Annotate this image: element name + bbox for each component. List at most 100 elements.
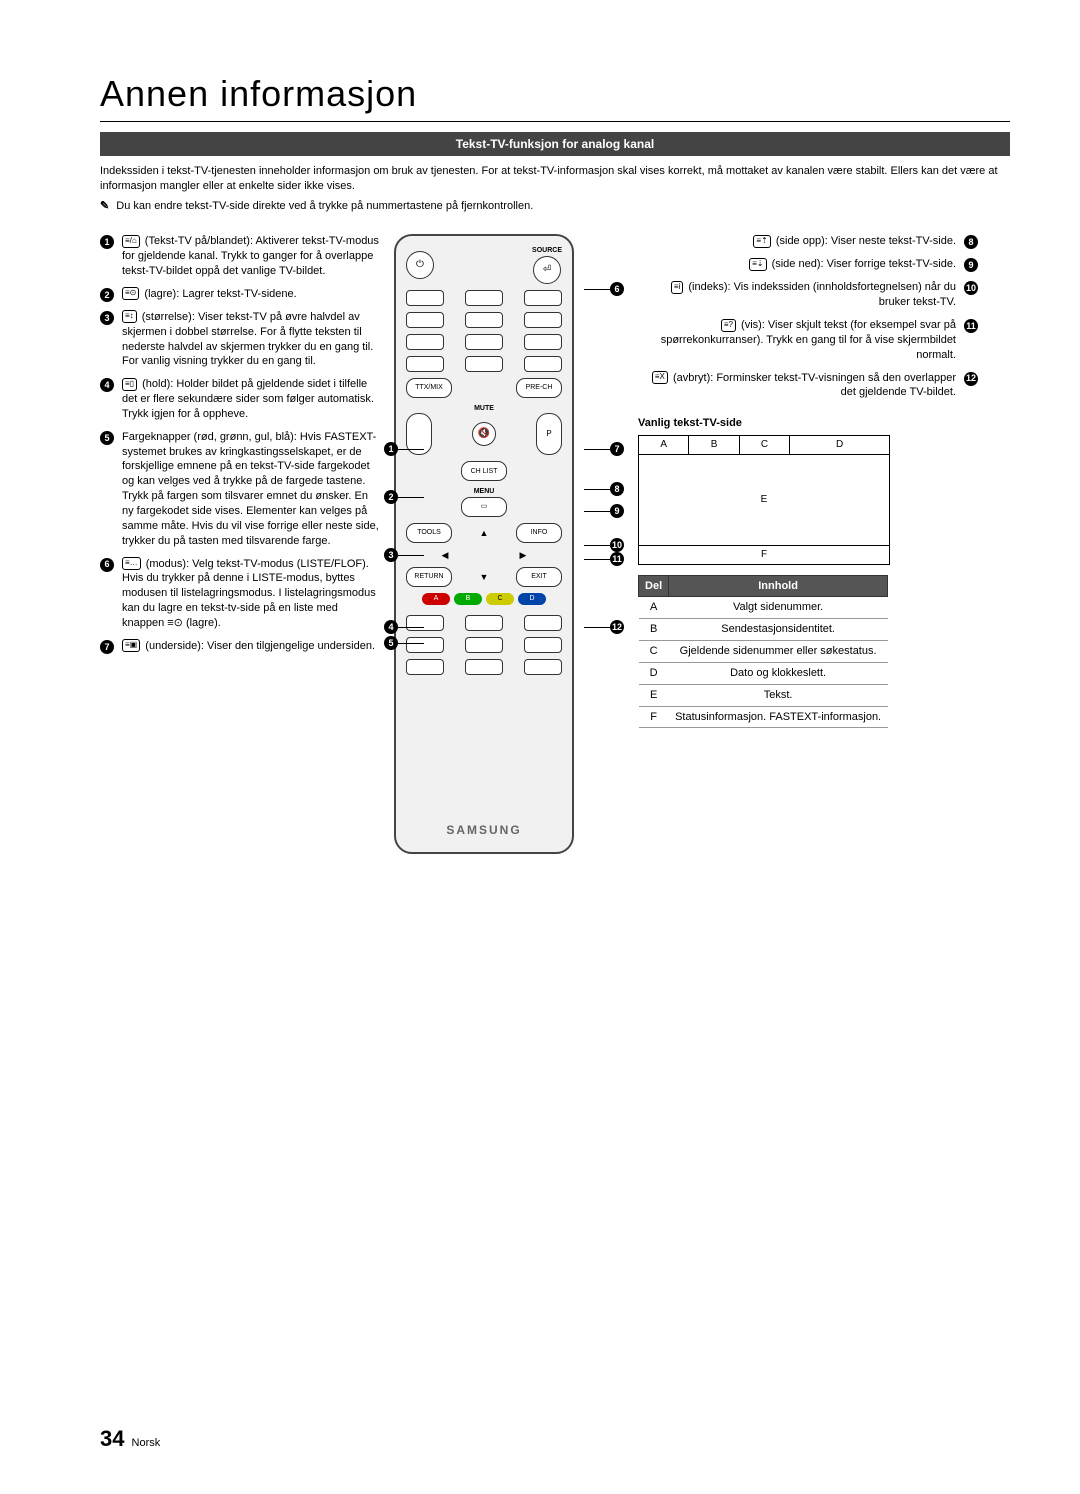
cell-value: Gjeldende sidenummer eller søkestatus. [669,641,888,663]
item-number: 4 [100,378,114,392]
key-glyph: ≡▯ [122,378,137,391]
callout-dot: 8 [610,482,624,496]
cell-value: Tekst. [669,684,888,706]
num-button [406,312,444,328]
key-glyph: ≡⇡ [753,235,770,248]
item-text: Fargeknapper (rød, grønn, gul, blå): Hvi… [122,430,380,549]
extra-button [465,637,503,653]
callout-line [398,627,424,628]
callout-marker: 11 [584,552,624,566]
cell-value: Dato og klokkeslett. [669,662,888,684]
callout-marker: 9 [584,504,624,518]
callout-dot: 6 [610,282,624,296]
num-button [406,290,444,306]
item-text: ≡⊙ (lagre): Lagrer tekst-TV-sidene. [122,287,380,302]
num-button [465,356,503,372]
green-button: B [454,593,482,605]
num-button [524,334,562,350]
item-number: 11 [964,319,978,333]
item-text: ≡⇡ (side opp): Viser neste tekst-TV-side… [638,234,956,249]
teletext-diagram: A B C D E F [638,435,890,565]
list-item: ≡? (vis): Viser skjult tekst (for eksemp… [638,318,978,363]
page-title: Annen informasjon [100,70,1010,122]
callout-dot: 4 [384,620,398,634]
section-heading: Tekst-TV-funksjon for analog kanal [100,132,1010,156]
callout-dot: 10 [610,538,624,552]
item-number: 3 [100,311,114,325]
key-glyph: ≡⇣ [749,258,766,271]
cell-key: B [639,619,669,641]
note-line: ✎ Du kan endre tekst-TV-side direkte ved… [100,199,1010,214]
callout-marker: 4 [384,620,424,634]
cell-value: Valgt sidenummer. [669,597,888,619]
list-item: 7 ≡▣ (underside): Viser den tilgjengelig… [100,639,380,654]
table-row: BSendestasjonsidentitet. [639,619,888,641]
cell-key: C [639,641,669,663]
page-lang: Norsk [132,1437,161,1449]
left-column: 1 ≡/⌂ (Tekst-TV på/blandet): Aktiverer t… [100,234,380,661]
table-row: CGjeldende sidenummer eller søkestatus. [639,641,888,663]
callout-dot: 2 [384,490,398,504]
page-footer: 34 Norsk [100,1424,160,1454]
teletext-heading: Vanlig tekst-TV-side [638,416,978,431]
item-number: 2 [100,288,114,302]
menu-button: ▭ [461,497,507,517]
blue-button: D [518,593,546,605]
tools-button: TOOLS [406,523,452,543]
cell-key: E [639,684,669,706]
brand-label: SAMSUNG [396,822,572,838]
tt-cell-b: B [689,436,739,454]
callout-marker: 7 [584,442,624,456]
callout-line [398,449,424,450]
key-glyph: ≡⊙ [122,287,139,300]
item-text: ≡? (vis): Viser skjult tekst (for eksemp… [638,318,956,363]
callout-marker: 10 [584,538,624,552]
callout-line [584,627,610,628]
list-item: 4 ≡▯ (hold): Holder bildet på gjeldende … [100,377,380,422]
tt-cell-d: D [790,436,889,454]
callout-dot: 7 [610,442,624,456]
callout-dot: 1 [384,442,398,456]
tt-cell-a: A [639,436,689,454]
callout-line [584,559,610,560]
tt-cell-c: C [740,436,790,454]
num-button [465,290,503,306]
table-row: AValgt sidenummer. [639,597,888,619]
callout-dot: 3 [384,548,398,562]
num-button [524,290,562,306]
list-item: ≡X (avbryt): Forminsker tekst-TV-visning… [638,371,978,401]
callout-marker: 3 [384,548,424,562]
power-icon: ⏻ [406,251,434,279]
callout-line [584,449,610,450]
remote-wrapper: ⏻ SOURCE ⏎ TTX/MIX PRE-CH [394,234,624,854]
ttx-button: TTX/MIX [406,378,452,398]
list-item: ≡⇣ (side ned): Viser forrige tekst-TV-si… [638,257,978,272]
exit-button: EXIT [516,567,562,587]
extra-button [406,659,444,675]
source-button: ⏎ [533,256,561,284]
callout-marker: 1 [384,442,424,456]
chlist-button: CH LIST [461,461,507,481]
key-glyph: ≡? [721,319,736,332]
cell-key: F [639,706,669,728]
callout-line [398,555,424,556]
item-number: 9 [964,258,978,272]
color-buttons: A B C D [406,593,562,605]
red-button: A [422,593,450,605]
source-label: SOURCE [532,246,562,255]
three-column-layout: 1 ≡/⌂ (Tekst-TV på/blandet): Aktiverer t… [100,234,1010,854]
tt-cell-e: E [639,455,889,546]
item-text: ≡⇣ (side ned): Viser forrige tekst-TV-si… [638,257,956,272]
extra-button [524,615,562,631]
num-button [465,334,503,350]
parts-table: Del Innhold AValgt sidenummer.BSendestas… [638,575,888,729]
item-number: 5 [100,431,114,445]
note-text: Du kan endre tekst-TV-side direkte ved å… [116,200,533,212]
intro-text: Indekssiden i tekst-TV-tjenesten innehol… [100,164,1010,194]
callout-dot: 11 [610,552,624,566]
cell-key: A [639,597,669,619]
callout-dot: 9 [610,504,624,518]
info-button: INFO [516,523,562,543]
right-items: ≡⇡ (side opp): Viser neste tekst-TV-side… [638,234,978,400]
key-glyph: ≡… [122,557,141,570]
